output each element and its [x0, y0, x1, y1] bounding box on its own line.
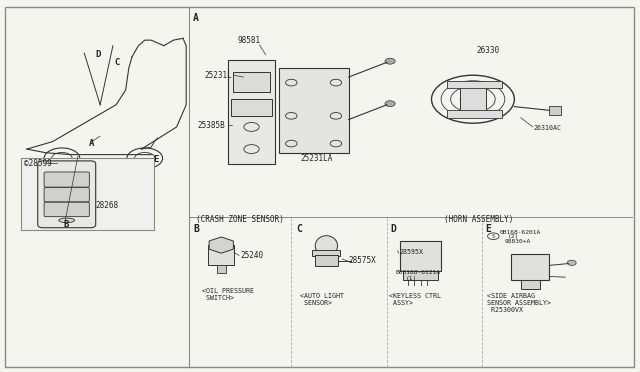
Text: A: A — [193, 13, 198, 23]
Text: B08168-6121A: B08168-6121A — [395, 270, 440, 275]
Text: E: E — [153, 154, 159, 164]
Circle shape — [385, 58, 395, 64]
Bar — [549, 106, 561, 115]
Text: 28575X: 28575X — [349, 256, 376, 266]
Ellipse shape — [59, 218, 75, 222]
FancyBboxPatch shape — [44, 172, 90, 187]
Bar — [315, 256, 338, 266]
Bar — [447, 110, 502, 118]
Bar — [511, 254, 549, 280]
Text: 25385B: 25385B — [198, 121, 225, 129]
Text: 26310AC: 26310AC — [534, 125, 561, 131]
Text: 25231L: 25231L — [204, 71, 232, 80]
Text: 28268: 28268 — [96, 201, 119, 210]
Text: S: S — [492, 234, 495, 239]
Bar — [312, 250, 340, 256]
Text: D: D — [390, 224, 396, 234]
Text: D: D — [96, 51, 101, 60]
Text: 25231LA: 25231LA — [301, 154, 333, 163]
Bar — [278, 68, 349, 153]
Text: 98581: 98581 — [237, 36, 260, 45]
Ellipse shape — [316, 235, 337, 256]
Text: 25240: 25240 — [241, 251, 264, 260]
Text: <SIDE AIRBAG
SENSOR ASSEMBLY>
 R25300VX: <SIDE AIRBAG SENSOR ASSEMBLY> R25300VX — [487, 293, 551, 313]
Bar — [209, 245, 234, 265]
FancyBboxPatch shape — [44, 202, 90, 217]
Text: A: A — [90, 139, 95, 148]
Bar — [521, 280, 540, 289]
Bar — [233, 71, 270, 92]
Text: <KEYLESS CTRL
 ASSY>: <KEYLESS CTRL ASSY> — [389, 293, 441, 306]
FancyBboxPatch shape — [38, 161, 96, 228]
Text: 26330: 26330 — [476, 46, 499, 55]
Bar — [447, 81, 502, 88]
Bar — [217, 265, 226, 273]
Text: E: E — [486, 224, 492, 234]
Text: <OIL PRESSURE
 SWITCH>: <OIL PRESSURE SWITCH> — [202, 288, 254, 301]
Text: B: B — [64, 220, 69, 229]
Text: (CRASH ZONE SENSOR): (CRASH ZONE SENSOR) — [196, 215, 284, 224]
Text: <AUTO LIGHT
 SENSOR>: <AUTO LIGHT SENSOR> — [300, 293, 344, 306]
Text: (1): (1) — [406, 276, 417, 281]
Text: (HORN ASSEMBLY): (HORN ASSEMBLY) — [444, 215, 514, 224]
Bar — [460, 86, 486, 114]
Text: C: C — [296, 224, 301, 234]
Bar — [228, 61, 275, 164]
Bar — [231, 99, 272, 116]
Text: (2): (2) — [508, 234, 519, 239]
FancyBboxPatch shape — [44, 187, 90, 202]
Text: 98830+A: 98830+A — [505, 239, 531, 244]
Text: 0B168-6201A: 0B168-6201A — [500, 230, 541, 235]
Bar — [399, 241, 441, 271]
Circle shape — [385, 101, 395, 107]
Polygon shape — [209, 237, 234, 253]
Text: ©28599: ©28599 — [24, 158, 51, 168]
Text: C: C — [115, 58, 120, 67]
Text: B: B — [194, 224, 200, 234]
Circle shape — [567, 260, 576, 265]
Bar — [403, 271, 438, 280]
Text: 28595X: 28595X — [399, 250, 424, 256]
Bar — [20, 158, 154, 230]
